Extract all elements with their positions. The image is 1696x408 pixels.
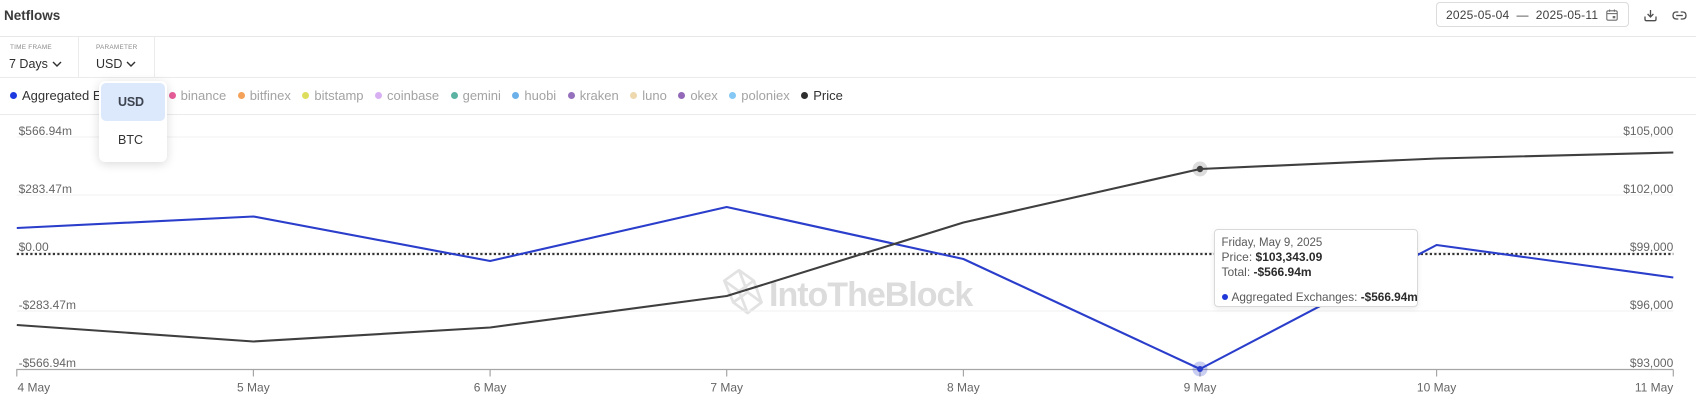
svg-text:11 May: 11 May: [1635, 381, 1673, 395]
svg-text:$283.47m: $283.47m: [19, 182, 72, 196]
svg-text:$566.94m: $566.94m: [19, 124, 72, 138]
svg-text:$96,000: $96,000: [1630, 298, 1674, 312]
svg-text:IntoTheBlock: IntoTheBlock: [769, 276, 973, 314]
svg-text:9 May: 9 May: [1184, 381, 1217, 395]
svg-text:7 May: 7 May: [710, 381, 743, 395]
svg-text:5 May: 5 May: [237, 381, 270, 395]
svg-text:4 May: 4 May: [18, 381, 51, 395]
svg-text:$105,000: $105,000: [1623, 124, 1673, 138]
svg-text:$102,000: $102,000: [1623, 182, 1673, 196]
svg-text:$0.00: $0.00: [19, 240, 49, 254]
svg-text:$99,000: $99,000: [1630, 240, 1674, 254]
svg-text:-$283.47m: -$283.47m: [19, 298, 76, 312]
svg-text:6 May: 6 May: [474, 381, 507, 395]
svg-text:$93,000: $93,000: [1630, 356, 1674, 370]
svg-text:10 May: 10 May: [1417, 381, 1456, 395]
svg-text:-$566.94m: -$566.94m: [19, 356, 76, 370]
svg-text:8 May: 8 May: [947, 381, 980, 395]
